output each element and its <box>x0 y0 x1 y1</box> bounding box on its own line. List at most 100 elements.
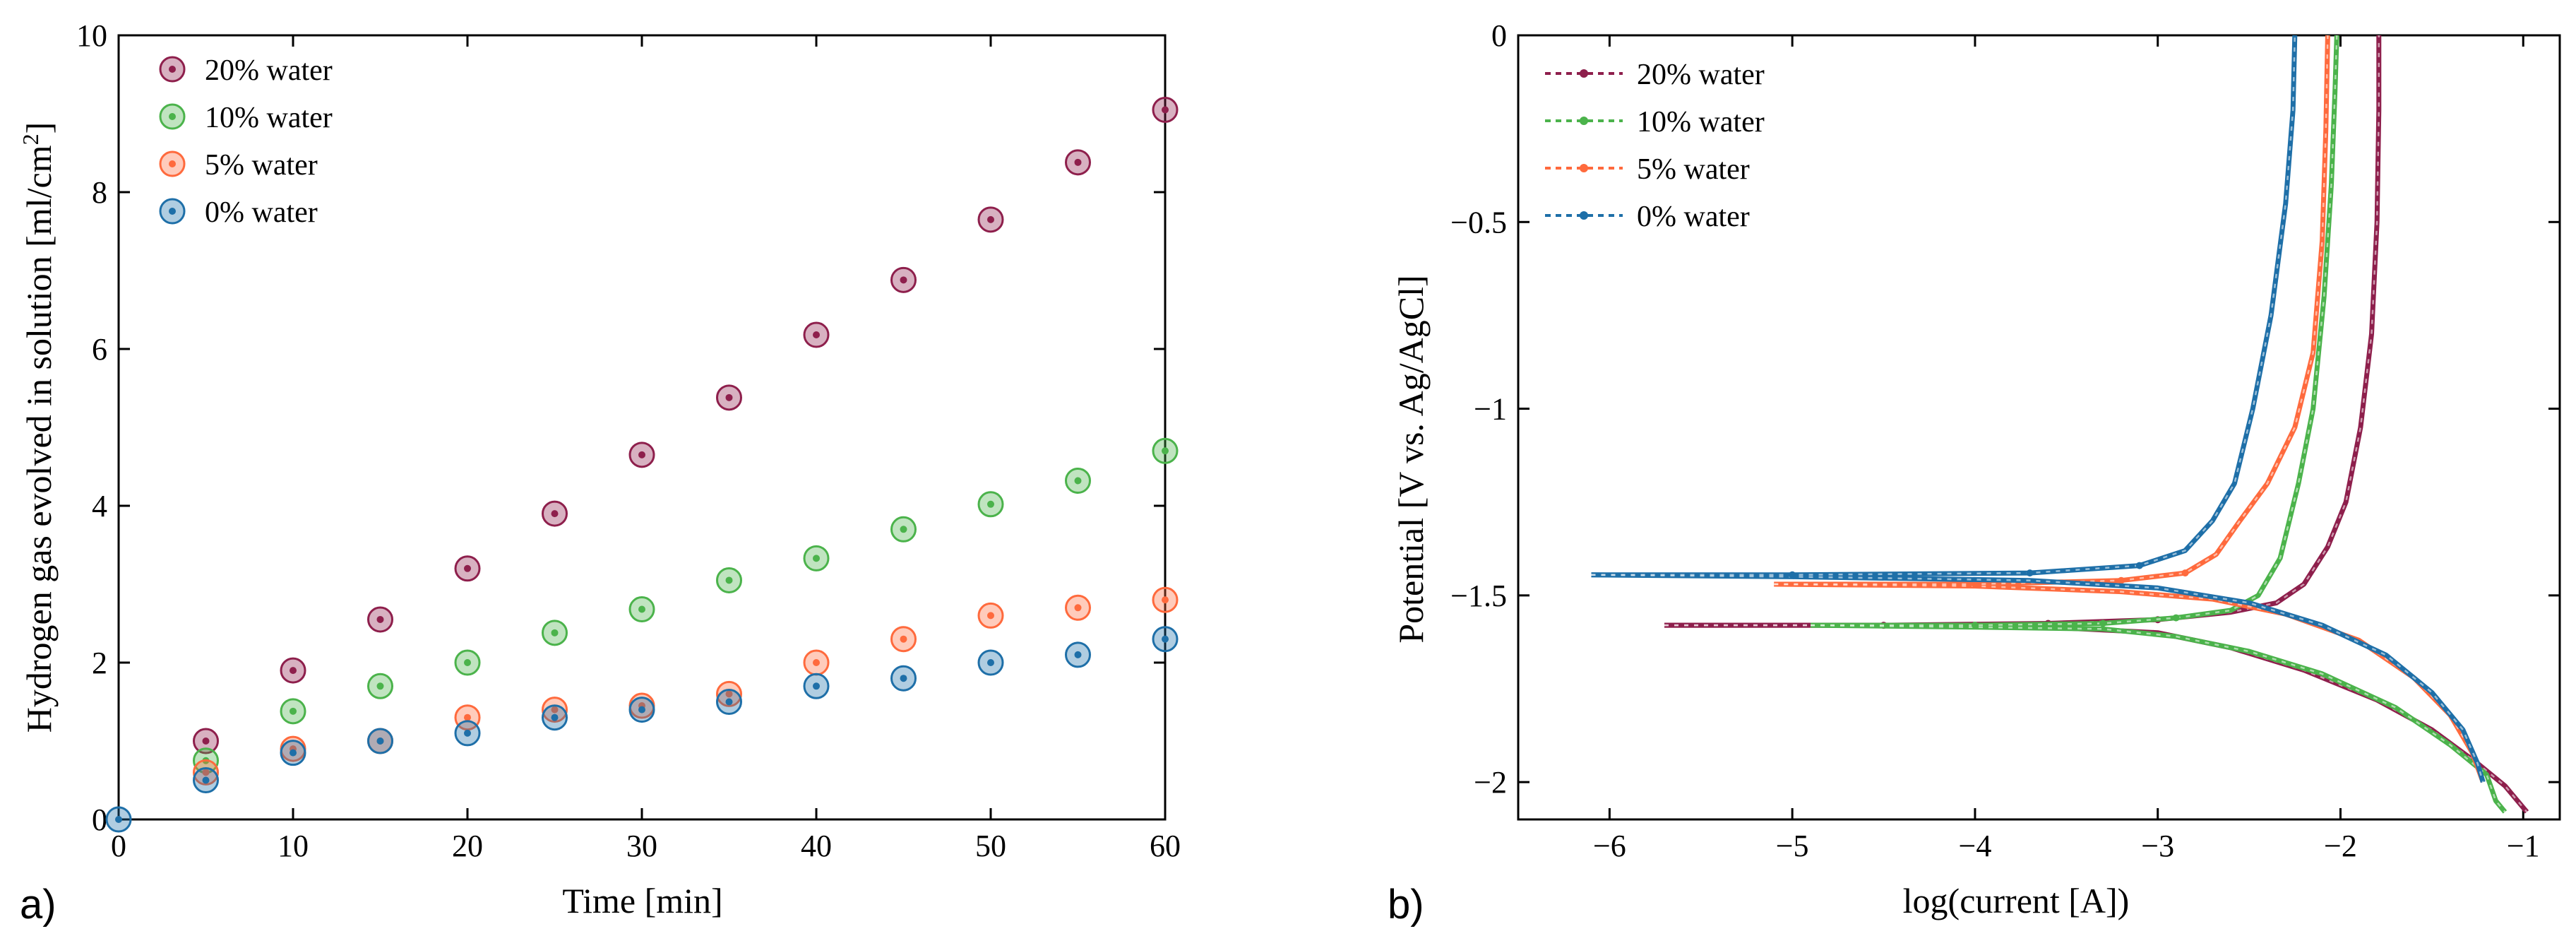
chart-a-point-center <box>1162 596 1169 604</box>
chart-a-y-tick-label-6: 6 <box>92 332 107 367</box>
chart-a-point-center <box>290 749 297 757</box>
chart-a-ticks: 0 10 20 30 40 50 60 0 2 4 6 8 10 <box>76 18 1181 863</box>
chart-b-fit-marker <box>2172 614 2180 622</box>
chart-a-point-center <box>638 706 645 713</box>
chart-a-point <box>890 665 917 692</box>
chart-a-x-tick-label-20: 20 <box>452 829 483 863</box>
chart-a-point <box>628 596 655 623</box>
chart-a-point <box>890 266 917 293</box>
chart-a-point <box>1152 96 1179 123</box>
chart-a-y-tick-label-4: 4 <box>92 489 107 523</box>
chart-a-point <box>1152 626 1179 653</box>
chart-a-point-center <box>900 276 907 284</box>
chart-b-cathodic-fit <box>1774 583 2484 783</box>
chart-a-y-tick-label-8: 8 <box>92 175 107 210</box>
chart-b-ticks: −6 −5 −4 −3 −2 −1 0 −0.5 −1 −1.5 −2 <box>1450 18 2560 863</box>
chart-a-legend-item-20-water: 20% water <box>159 54 333 87</box>
chart-b-legend-label: 10% water <box>1637 106 1765 138</box>
chart-a-point-center <box>464 713 471 721</box>
chart-b-legend-marker <box>1580 164 1588 172</box>
chart-b-x-tick-label-minus-4: −4 <box>1959 829 1992 863</box>
chart-a-point-center <box>202 776 210 784</box>
chart-a-point-center <box>551 629 559 636</box>
chart-a-legend-marker-center <box>169 208 176 215</box>
chart-b-fit-marker <box>1971 581 1979 588</box>
chart-a-point-center <box>813 682 820 690</box>
chart-a-point-center <box>725 698 733 706</box>
chart-a-legend-item-0-water: 0% water <box>159 196 318 229</box>
chart-a-point <box>1065 594 1091 621</box>
chart-a-point-center <box>900 526 907 533</box>
chart-a-point <box>628 697 655 723</box>
chart-a-point-center <box>638 451 645 458</box>
chart-a-point-center <box>638 605 645 613</box>
chart-a-point <box>977 649 1004 676</box>
polarization-curve-chart: −6 −5 −4 −3 −2 −1 0 −0.5 −1 −1.5 −2 20% water 10% w… <box>1388 18 2561 928</box>
chart-b-legend-label: 0% water <box>1637 201 1750 233</box>
chart-b-legend-item-0-water: 0% water <box>1545 201 1750 233</box>
chart-a-point <box>803 673 830 699</box>
chart-b-anodic-fit <box>1811 35 2338 627</box>
chart-a-legend: 20% water 10% water 5% water 0% water <box>159 54 333 229</box>
chart-b-axes <box>1517 34 2561 821</box>
chart-a-point <box>367 606 393 633</box>
chart-a-series-5-water <box>193 586 1179 786</box>
chart-a-point-center <box>725 690 733 698</box>
chart-b-y-axis-label: Potential [V vs. Ag/AgCl] <box>1391 275 1431 643</box>
chart-b-legend-item-10-water: 10% water <box>1545 106 1765 138</box>
chart-a-x-tick-label-50: 50 <box>975 829 1006 863</box>
chart-a-point <box>716 384 742 411</box>
chart-a-point-center <box>551 706 559 713</box>
chart-a-point <box>367 728 393 754</box>
chart-a-y-axis-label-end: ] <box>19 122 59 134</box>
chart-a-series-20-water <box>193 96 1179 754</box>
chart-a-legend-label: 10% water <box>205 102 333 134</box>
chart-a-point-center <box>900 635 907 643</box>
chart-b-x-tick-label-minus-3: −3 <box>2141 829 2174 863</box>
chart-a-point-center <box>987 215 994 223</box>
chart-b-fit-marker <box>1971 622 1979 629</box>
chart-a-series-10-water <box>193 437 1179 774</box>
chart-b-anodic-fit <box>1774 35 2329 586</box>
chart-a-point <box>454 649 481 676</box>
chart-a-x-tick-label-30: 30 <box>626 829 657 863</box>
chart-a-point-center <box>202 737 210 745</box>
chart-a-point <box>542 704 568 731</box>
chart-a-point <box>1152 586 1179 613</box>
chart-b-y-tick-label-minus-2: −2 <box>1474 765 1507 800</box>
panel-a-label: a) <box>20 882 56 928</box>
chart-a-point-center <box>1162 635 1169 643</box>
chart-a-legend-item-5-water: 5% water <box>159 149 318 182</box>
chart-a-series-0-water <box>105 626 1179 833</box>
chart-b-y-tick-label-minus-0-5: −0.5 <box>1450 205 1507 239</box>
chart-a-point <box>542 620 568 646</box>
chart-a-point <box>193 728 219 754</box>
chart-a-point <box>716 567 742 593</box>
chart-a-y-axis-label-superscript: 2 <box>18 134 43 145</box>
chart-a-point <box>280 740 306 766</box>
chart-a-point <box>193 767 219 793</box>
chart-b-x-axis-label: log(current [A]) <box>1903 881 2130 920</box>
panel-b-label: b) <box>1388 882 1424 928</box>
chart-b-anodic-fit <box>1591 35 2296 576</box>
chart-a-point-center <box>1162 106 1169 114</box>
chart-a-point <box>628 442 655 468</box>
chart-a-point-center <box>813 555 820 562</box>
chart-a-y-tick-label-0: 0 <box>92 802 107 837</box>
chart-b-x-tick-label-minus-5: −5 <box>1776 829 1809 863</box>
chart-b-legend-marker <box>1580 117 1588 125</box>
chart-a-point-center <box>987 612 994 620</box>
chart-a-point <box>454 555 481 582</box>
chart-b-fit-marker <box>2181 569 2189 577</box>
chart-a-point-center <box>987 500 994 508</box>
chart-b-cathodic-fit <box>1810 624 2506 813</box>
chart-a-point <box>1065 467 1091 494</box>
chart-b-cathodic-curve <box>1774 581 2486 783</box>
chart-a-point-center <box>725 576 733 584</box>
chart-b-y-tick-label-0: 0 <box>1491 18 1507 53</box>
chart-a-legend-marker-center <box>169 160 176 167</box>
chart-b-legend-marker <box>1580 69 1588 78</box>
chart-a-point-center <box>1074 477 1082 485</box>
chart-b-lines <box>1591 35 2529 814</box>
chart-a-point <box>542 500 568 527</box>
